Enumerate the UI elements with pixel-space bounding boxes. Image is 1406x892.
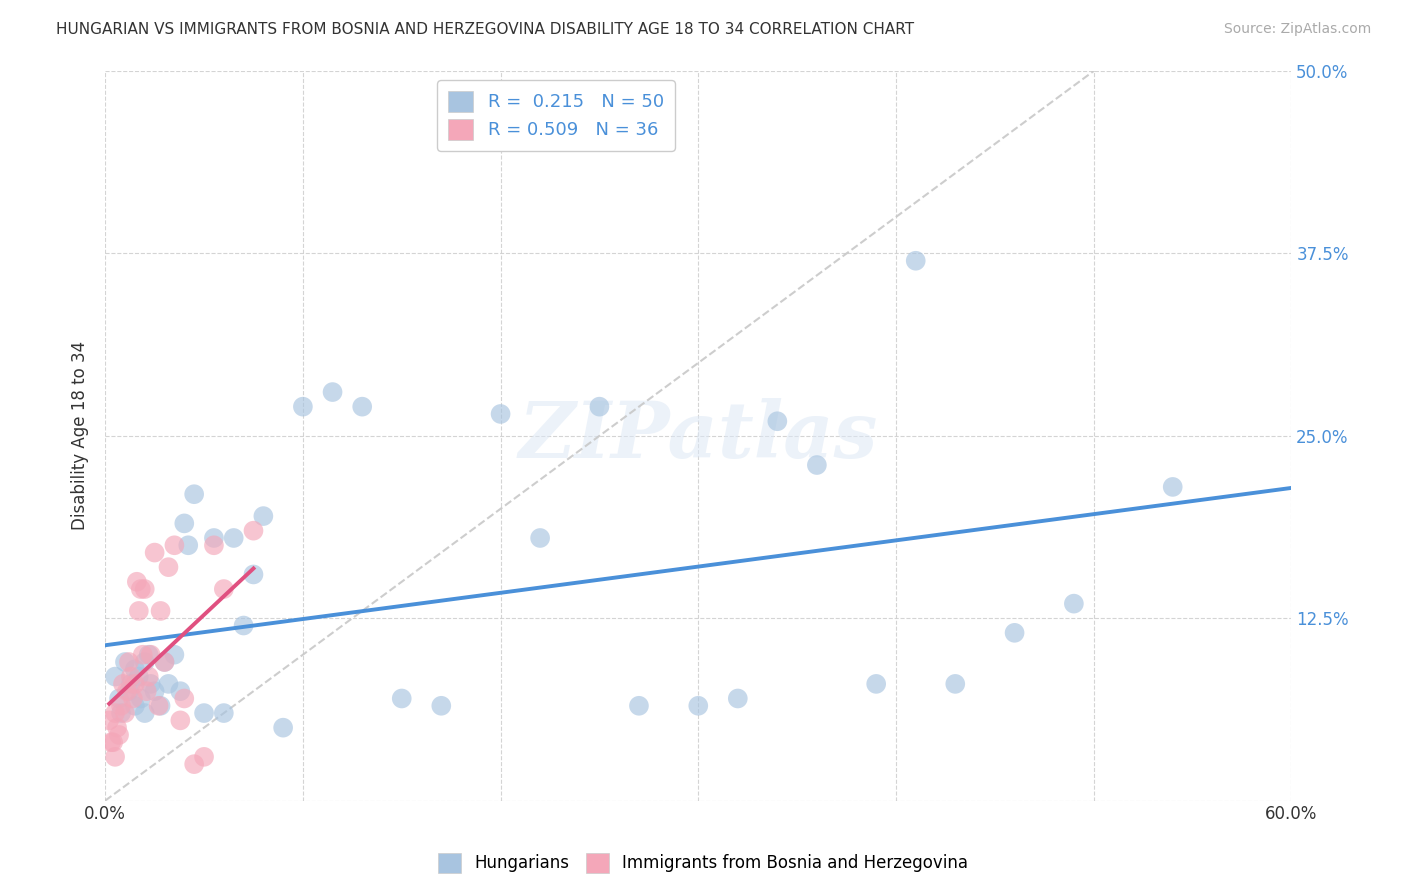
Point (291, 400, 314, 414)
Point (169, 714, 191, 728)
Point (128, 670, 150, 684)
Point (134, 582, 156, 596)
Point (865, 677, 887, 691)
Point (183, 757, 205, 772)
Point (1004, 625, 1026, 640)
Point (766, 414, 789, 428)
Point (115, 684, 138, 698)
Point (125, 574, 148, 589)
Legend: R =  0.215   N = 50, R = 0.509   N = 36: R = 0.215 N = 50, R = 0.509 N = 36 (437, 80, 675, 151)
Point (430, 698, 453, 713)
Point (242, 567, 264, 582)
Point (157, 560, 180, 574)
Point (153, 655, 176, 669)
Point (124, 677, 146, 691)
Point (202, 538, 225, 552)
Point (110, 698, 132, 713)
Point (157, 677, 180, 691)
Point (193, 706, 215, 720)
Point (727, 691, 749, 706)
Point (242, 524, 264, 538)
Point (120, 670, 142, 684)
Point (153, 655, 176, 669)
Point (169, 684, 191, 698)
Point (104, 749, 127, 764)
Point (352, 400, 374, 414)
Point (212, 582, 235, 596)
Point (806, 458, 828, 472)
Y-axis label: Disability Age 18 to 34: Disability Age 18 to 34 (72, 342, 89, 531)
Point (212, 706, 235, 720)
Point (122, 691, 145, 706)
Legend: Hungarians, Immigrants from Bosnia and Herzegovina: Hungarians, Immigrants from Bosnia and H… (430, 847, 976, 880)
Point (108, 728, 131, 742)
Point (148, 698, 170, 713)
Point (252, 509, 274, 524)
Point (163, 538, 186, 552)
Point (138, 648, 160, 662)
Point (138, 670, 160, 684)
Text: Source: ZipAtlas.com: Source: ZipAtlas.com (1223, 22, 1371, 37)
Point (134, 655, 156, 669)
Point (98, 714, 121, 728)
Point (143, 684, 166, 698)
Point (391, 691, 413, 706)
Point (183, 487, 205, 501)
Text: HUNGARIAN VS IMMIGRANTS FROM BOSNIA AND HERZEGOVINA DISABILITY AGE 18 TO 34 CORR: HUNGARIAN VS IMMIGRANTS FROM BOSNIA AND … (56, 22, 914, 37)
Point (143, 545, 166, 559)
Point (132, 648, 155, 662)
Point (105, 721, 128, 735)
Point (222, 531, 245, 545)
Point (129, 582, 152, 596)
Point (173, 691, 195, 706)
Point (120, 677, 142, 691)
Point (232, 618, 254, 632)
Point (688, 698, 710, 713)
Point (139, 677, 162, 691)
Point (1063, 597, 1085, 611)
Point (193, 749, 215, 764)
Point (134, 706, 156, 720)
Point (101, 735, 124, 749)
Point (943, 677, 966, 691)
Point (271, 721, 294, 735)
Point (104, 670, 127, 684)
Point (129, 691, 152, 706)
Point (111, 677, 134, 691)
Point (149, 698, 172, 713)
Point (1161, 480, 1184, 494)
Point (139, 648, 162, 662)
Point (177, 538, 200, 552)
Point (627, 698, 650, 713)
Point (529, 531, 551, 545)
Point (118, 655, 141, 669)
Point (588, 400, 610, 414)
Text: ZIPatlas: ZIPatlas (519, 398, 877, 474)
Point (163, 648, 186, 662)
Point (114, 655, 136, 669)
Point (108, 691, 131, 706)
Point (100, 735, 122, 749)
Point (322, 385, 344, 400)
Point (114, 706, 136, 720)
Point (149, 604, 172, 618)
Point (124, 662, 146, 676)
Point (124, 698, 146, 713)
Point (110, 706, 132, 720)
Point (489, 407, 512, 421)
Point (135, 684, 157, 698)
Point (173, 516, 195, 531)
Point (118, 684, 141, 698)
Point (104, 706, 127, 720)
Point (128, 604, 150, 618)
Point (904, 253, 927, 268)
Point (202, 531, 225, 545)
